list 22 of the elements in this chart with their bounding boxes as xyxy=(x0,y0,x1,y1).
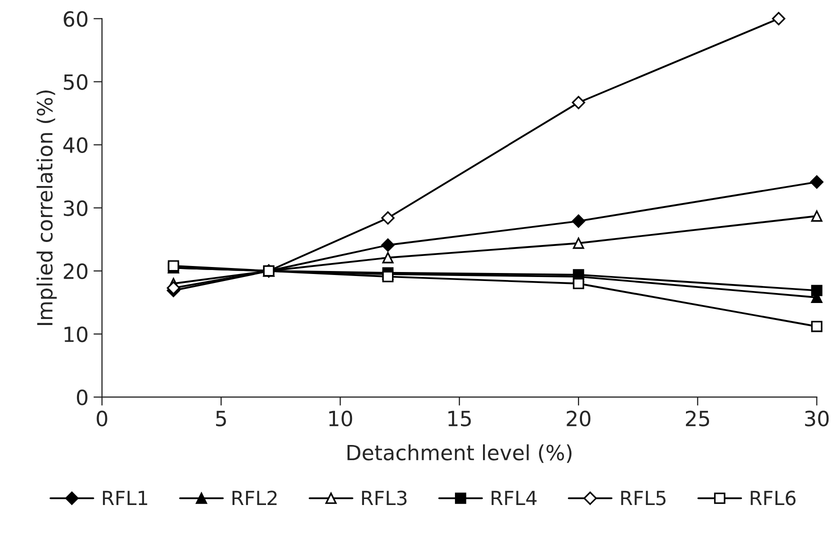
y-tick-label: 20 xyxy=(64,263,88,280)
x-tick-label: 20 xyxy=(566,410,590,426)
x-tick-label: 25 xyxy=(686,410,710,426)
y-axis-title: Implied correlation (%) xyxy=(36,90,57,326)
y-tick-label: 50 xyxy=(64,74,88,90)
y-tick-label: 0 xyxy=(76,390,88,406)
y-tick-label: 40 xyxy=(63,137,88,154)
y-tick-label: 30 xyxy=(64,200,88,216)
legend-label: RFL3 xyxy=(362,490,407,506)
x-tick-label: 5 xyxy=(216,410,226,426)
y-tick-label: 10 xyxy=(64,326,88,342)
legend-label: RFL1 xyxy=(102,490,148,506)
x-tick-label: 0 xyxy=(96,410,108,426)
legend-label: RFL6 xyxy=(750,490,796,506)
x-tick-label: 15 xyxy=(448,410,471,426)
legend-label: RFL2 xyxy=(232,490,277,506)
y-tick-label: 60 xyxy=(64,11,88,27)
x-tick-label: 10 xyxy=(329,410,352,426)
x-axis-title: Detachment level (%) xyxy=(348,444,572,463)
x-tick-label: 30 xyxy=(805,410,829,426)
legend-label: RFL5 xyxy=(621,490,666,506)
legend-label: RFL4 xyxy=(492,490,537,506)
